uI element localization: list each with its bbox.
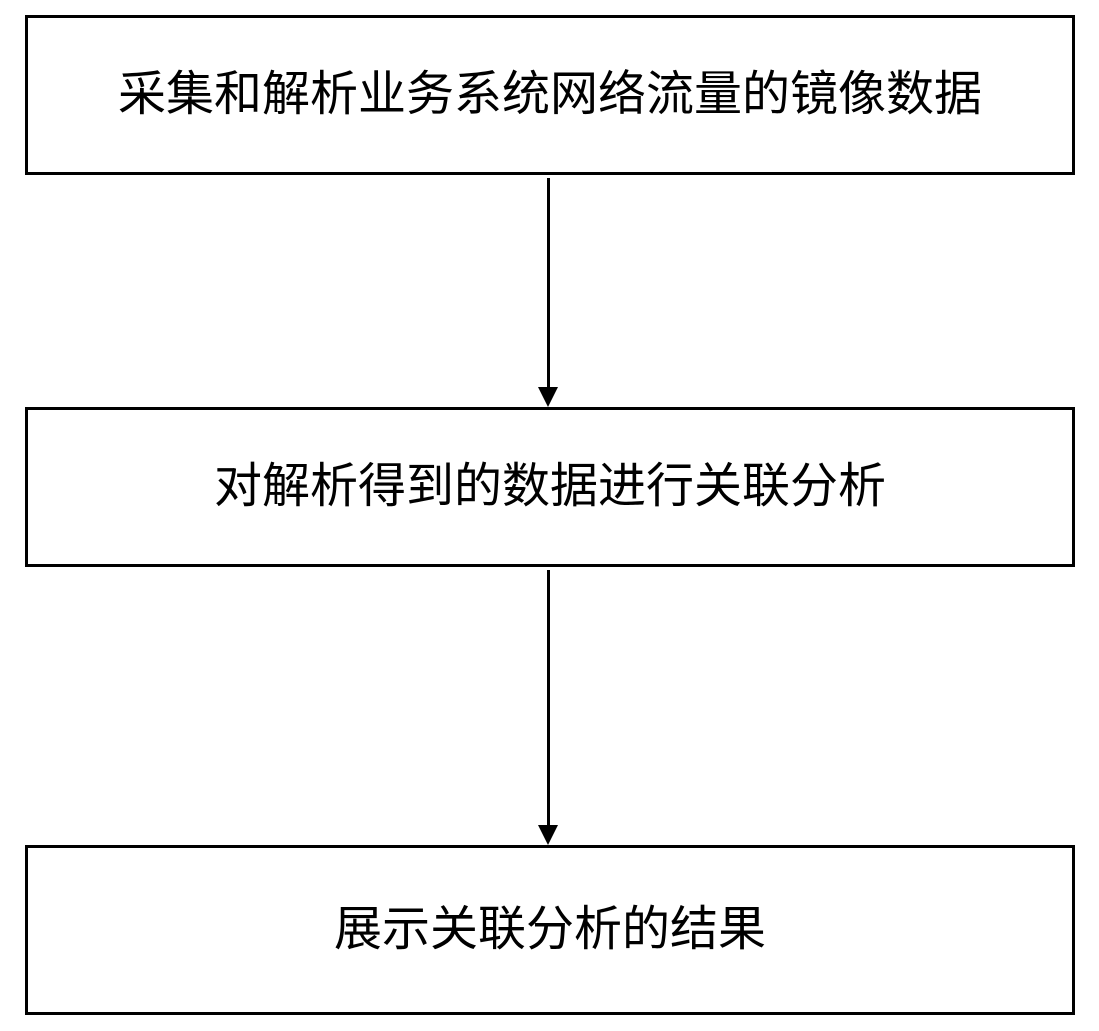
flowchart-node-2: 对解析得到的数据进行关联分析	[25, 407, 1075, 567]
flowchart-node-1: 采集和解析业务系统网络流量的镜像数据	[25, 15, 1075, 175]
flowchart-node-3: 展示关联分析的结果	[25, 845, 1075, 1015]
flowchart-node-1-label: 采集和解析业务系统网络流量的镜像数据	[118, 65, 982, 125]
flowchart-edge-2-head	[538, 825, 558, 845]
flowchart-edge-1-line	[547, 178, 550, 387]
flowchart-edge-2-line	[547, 570, 550, 825]
flowchart-edge-1-head	[538, 387, 558, 407]
flowchart-node-2-label: 对解析得到的数据进行关联分析	[214, 457, 886, 517]
flowchart-node-3-label: 展示关联分析的结果	[334, 900, 766, 960]
